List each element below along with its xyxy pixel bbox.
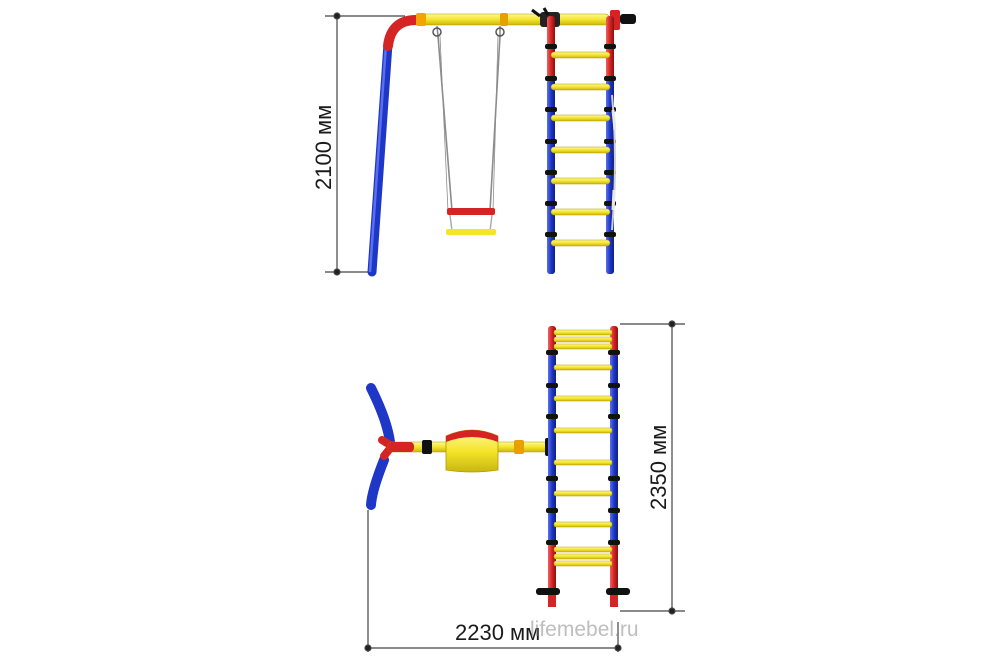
front-view: 2100 мм xyxy=(311,7,636,277)
plan-ladder xyxy=(536,326,630,607)
plan-ladder-rungs xyxy=(553,364,613,528)
width-label: 2230 мм xyxy=(455,620,540,645)
front-ladder xyxy=(545,16,617,274)
swing-seat-top xyxy=(447,208,495,215)
top-view: 2350 мм 2230 мм xyxy=(364,320,685,652)
swing xyxy=(432,25,505,235)
front-ladder-rungs xyxy=(550,51,611,247)
top-crossbar xyxy=(416,7,636,30)
width-dimension xyxy=(364,510,622,652)
swing-seat-bottom xyxy=(446,229,496,235)
height-dimension xyxy=(325,12,405,276)
depth-dimension xyxy=(620,320,685,615)
top-platform xyxy=(553,329,613,350)
bottom-platform xyxy=(553,546,613,567)
slanted-leg xyxy=(367,15,430,277)
height-label: 2100 мм xyxy=(311,105,336,190)
plan-ladder-joints xyxy=(546,350,620,545)
swing-chains xyxy=(436,25,501,212)
front-ladder-joints xyxy=(545,44,616,237)
watermark: lifemebel.ru xyxy=(530,618,639,641)
swing-seat-top-view xyxy=(445,429,499,473)
foot-brackets xyxy=(536,588,630,607)
depth-label: 2350 мм xyxy=(646,425,671,510)
